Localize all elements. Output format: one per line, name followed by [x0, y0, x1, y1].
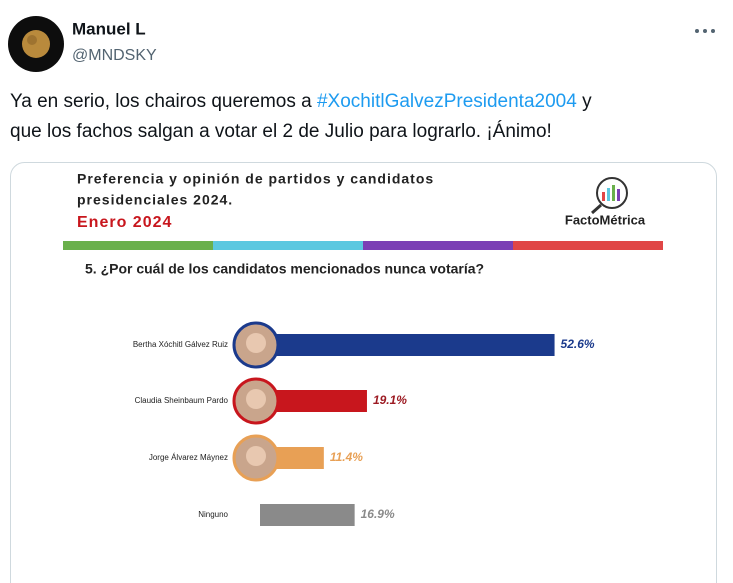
- value-label: 52.6%: [561, 337, 595, 351]
- question: 5. ¿Por cuál de los candidatos mencionad…: [85, 261, 484, 277]
- color-stripe: [63, 241, 663, 250]
- value-label: 11.4%: [330, 450, 363, 464]
- text-part: Ya en serio, los chairos queremos a: [10, 91, 317, 112]
- candidate-photo-face: [246, 389, 266, 409]
- candidate-photo-face: [246, 446, 266, 466]
- bar: [260, 504, 355, 526]
- text-part: y: [577, 91, 592, 112]
- value-label: 19.1%: [373, 393, 407, 407]
- logo-icon: [591, 177, 628, 215]
- category-label: Ninguno: [198, 510, 228, 519]
- media-card[interactable]: [10, 162, 717, 583]
- category-label: Claudia Sheinbaum Pardo: [135, 396, 229, 405]
- user-name[interactable]: Manuel L: [72, 19, 146, 38]
- tweet-text: Ya en serio, los chairos queremos a #Xoc…: [10, 91, 592, 112]
- bar: [260, 390, 367, 412]
- chart-title: presidenciales 2024.: [77, 192, 233, 208]
- value-label: 16.9%: [361, 507, 395, 521]
- brand: FactoMétrica: [565, 212, 646, 227]
- chart-title: Preferencia y opinión de partidos y cand…: [77, 171, 434, 187]
- avatar[interactable]: [8, 16, 64, 72]
- chart: Preferencia y opinión de partidos y cand…: [63, 171, 663, 526]
- hashtag[interactable]: #XochitlGalvezPresidenta2004: [317, 91, 577, 112]
- category-label: Bertha Xóchitl Gálvez Ruiz: [133, 340, 228, 349]
- candidate-photo-face: [246, 333, 266, 353]
- tweet-text: que los fachos salgan a votar el 2 de Ju…: [10, 121, 552, 142]
- more-menu[interactable]: [695, 29, 715, 33]
- bar: [260, 334, 555, 356]
- user-handle[interactable]: @MNDSKY: [72, 47, 157, 64]
- category-label: Jorge Álvarez Máynez: [149, 453, 228, 462]
- chart-subtitle: Enero 2024: [77, 214, 172, 231]
